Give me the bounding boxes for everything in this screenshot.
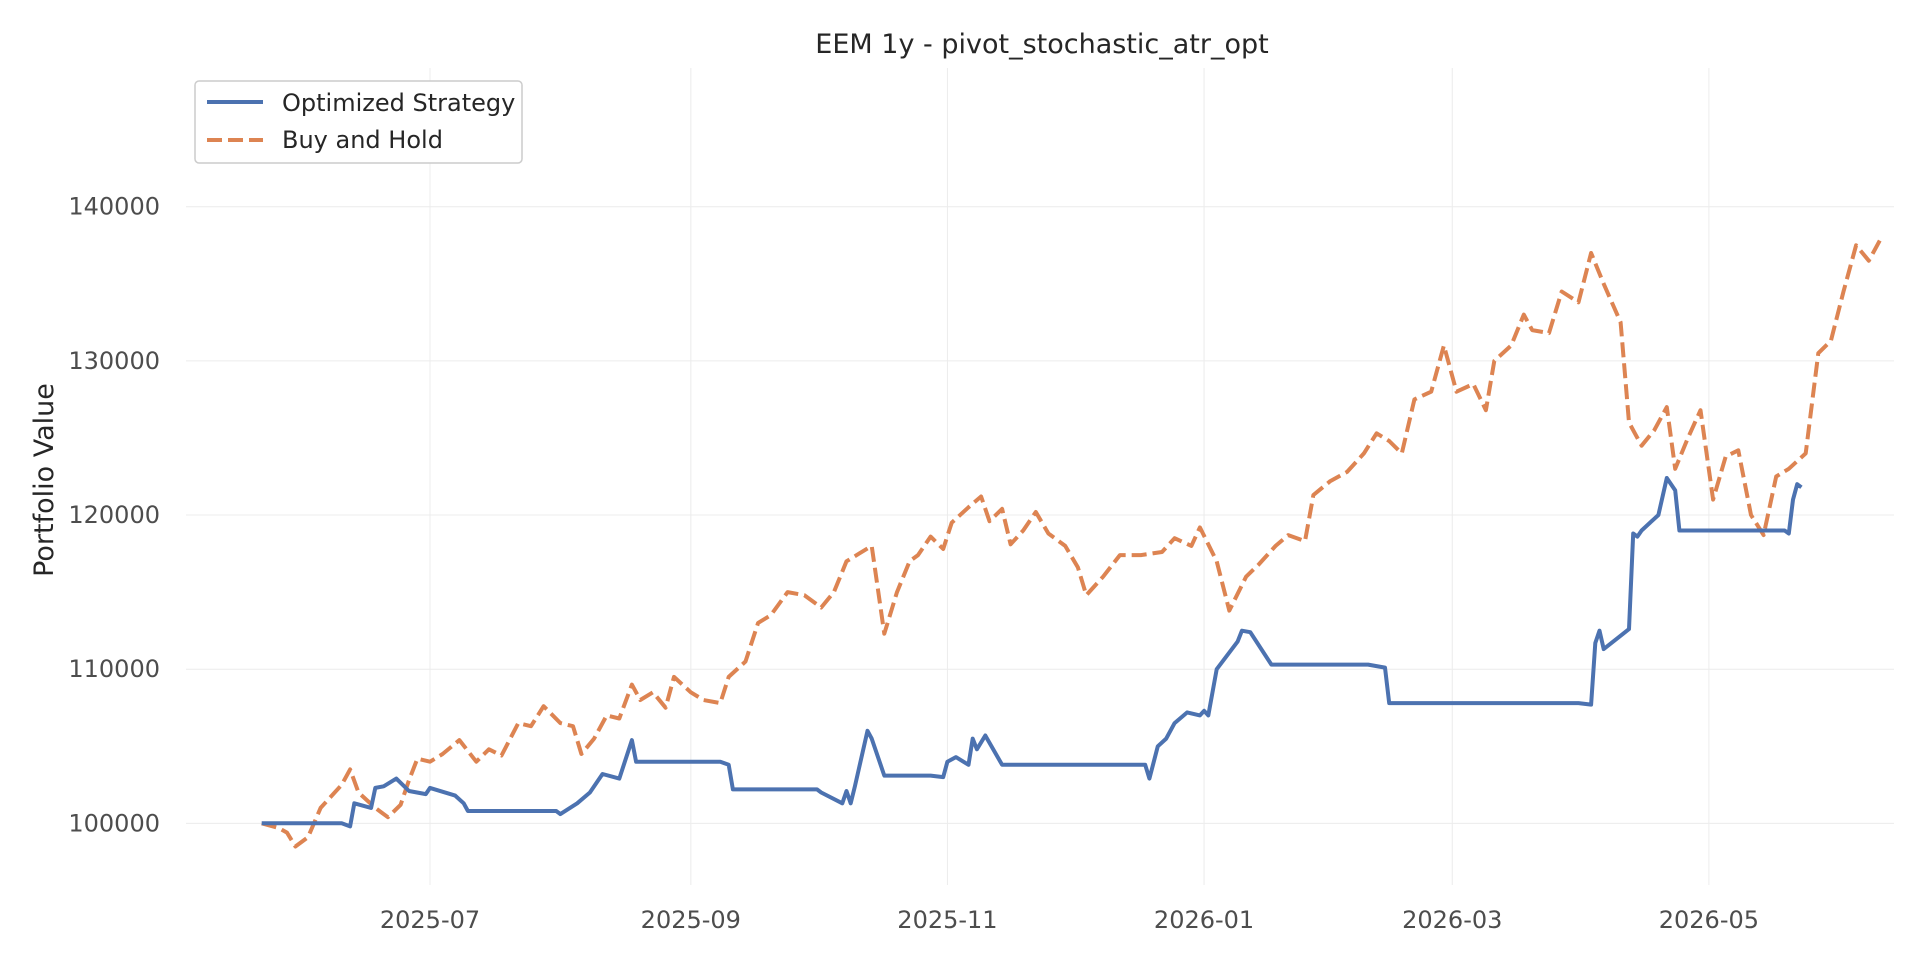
y-tick-label: 140000 (68, 193, 160, 221)
x-axis: 2025-07 2025-09 2025-11 2026-01 2026-03 2026-… (380, 906, 1759, 934)
x-tick-label: 2025-11 (897, 906, 997, 934)
y-tick-label: 110000 (68, 655, 160, 683)
y-axis-label: Portfolio Value (29, 383, 60, 577)
y-axis: 100000 110000 120000 130000 140000 (68, 193, 160, 838)
y-gridlines (186, 206, 1894, 824)
x-tick-label: 2026-01 (1154, 906, 1254, 934)
x-tick-label: 2025-09 (641, 906, 741, 934)
x-tick-label: 2026-03 (1402, 906, 1502, 934)
legend-frame (194, 80, 523, 164)
chart-title: EEM 1y - pivot_stochastic_atr_opt (815, 29, 1268, 60)
series-line-optimized-strategy (261, 476, 1803, 829)
y-tick-label: 120000 (68, 501, 160, 529)
x-tick-label: 2025-07 (380, 906, 480, 934)
legend-label-buy-and-hold: Buy and Hold (282, 126, 443, 154)
y-tick-label: 130000 (68, 347, 160, 375)
series-line-buy-and-hold (261, 236, 1884, 849)
legend-label-optimized-strategy: Optimized Strategy (282, 89, 515, 117)
series-layer (261, 236, 1884, 849)
y-tick-label: 100000 (68, 809, 160, 837)
x-tick-label: 2026-05 (1659, 906, 1759, 934)
legend: Optimized Strategy Buy and Hold (194, 80, 523, 164)
